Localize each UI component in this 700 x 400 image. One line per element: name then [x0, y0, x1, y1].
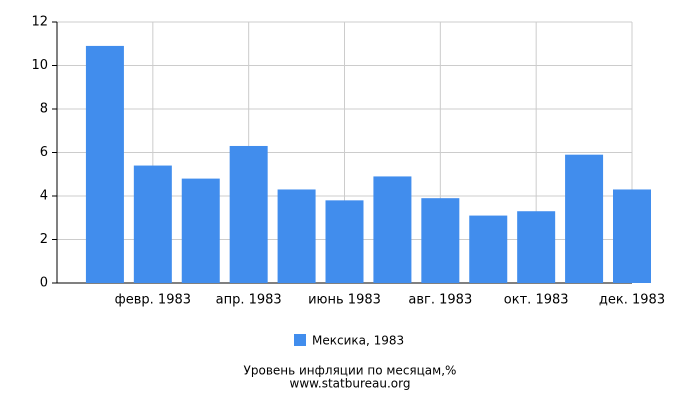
y-tick-label: 0 [40, 276, 48, 291]
x-tick-label: апр. 1983 [216, 293, 282, 308]
x-tick-label: окт. 1983 [504, 293, 569, 308]
bar [133, 165, 172, 283]
bar [469, 215, 508, 283]
bar [181, 178, 220, 283]
y-tick-label: 2 [40, 232, 48, 247]
y-tick-label: 6 [40, 145, 48, 160]
x-tick-label: авг. 1983 [408, 293, 472, 308]
x-tick-label: июнь 1983 [308, 293, 381, 308]
chart-title: Уровень инфляции по месяцам,% [244, 364, 457, 378]
bar [85, 45, 124, 283]
y-tick-label: 8 [40, 102, 48, 117]
bar [373, 176, 412, 283]
bar [277, 189, 316, 283]
y-tick-label: 10 [31, 58, 48, 73]
legend-label: Мексика, 1983 [312, 334, 404, 348]
y-tick-label: 12 [31, 15, 48, 30]
bar [565, 154, 604, 283]
bar [613, 189, 651, 283]
y-tick-label: 4 [40, 189, 48, 204]
x-tick-label: дек. 1983 [599, 293, 665, 308]
bar [421, 198, 460, 283]
bar [229, 145, 268, 283]
x-tick-label: февр. 1983 [115, 293, 191, 308]
chart-source: www.statbureau.org [290, 377, 411, 391]
bar [517, 211, 556, 283]
bar [325, 200, 364, 283]
legend-swatch [294, 334, 306, 346]
